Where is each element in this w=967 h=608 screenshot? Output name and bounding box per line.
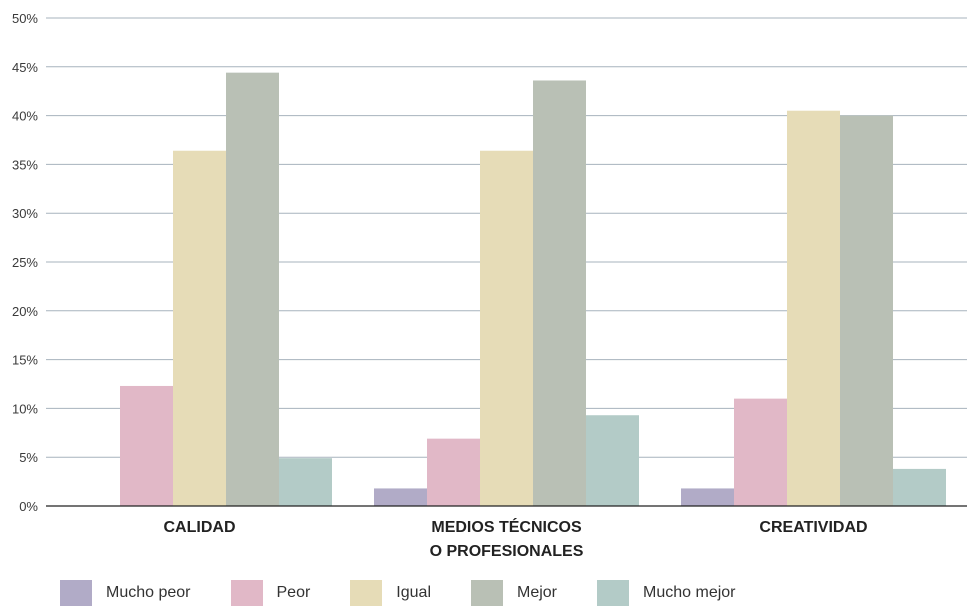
bar <box>840 115 893 506</box>
category-label: CALIDAD <box>164 519 236 536</box>
legend-label: Mucho peor <box>106 584 191 601</box>
y-tick-label: 5% <box>19 450 38 465</box>
bar <box>893 468 946 506</box>
y-tick-label: 25% <box>12 255 38 270</box>
legend-label: Igual <box>396 584 431 601</box>
legend-swatch <box>60 580 92 606</box>
y-tick-label: 45% <box>12 60 38 75</box>
bar <box>734 398 787 506</box>
bar <box>681 488 734 506</box>
y-tick-label: 20% <box>12 304 38 319</box>
bar <box>480 150 533 506</box>
bar <box>427 438 480 506</box>
y-tick-label: 15% <box>12 353 38 368</box>
y-tick-label: 0% <box>19 499 38 514</box>
legend-item: Mejor <box>471 580 557 606</box>
bar <box>586 415 639 506</box>
bar <box>226 72 279 506</box>
legend: Mucho peor Peor Igual Mejor Mucho mejor <box>60 578 776 608</box>
bar <box>374 488 427 506</box>
legend-label: Mejor <box>517 584 558 601</box>
y-tick-label: 10% <box>12 401 38 416</box>
legend-swatch <box>597 580 630 606</box>
category-label: O PROFESIONALES <box>430 543 584 560</box>
y-tick-label: 40% <box>12 109 38 124</box>
legend-swatch <box>471 580 503 606</box>
y-tick-label: 50% <box>12 11 38 26</box>
legend-item: Mucho mejor <box>597 580 736 606</box>
category-label: CREATIVIDAD <box>759 519 867 536</box>
bar <box>120 385 173 506</box>
bar <box>787 110 840 506</box>
y-tick-label: 30% <box>12 206 38 221</box>
legend-label: Peor <box>276 584 311 601</box>
legend-item: Igual <box>350 580 431 606</box>
bar <box>279 458 332 506</box>
bar-chart: 0% 5% 10% 15% 20% 25% 30% 35% 40% 45% 50% CALIDAD ME… <box>12 11 967 560</box>
legend-item: Mucho peor <box>60 580 191 606</box>
legend-item: Peor <box>230 580 311 606</box>
bar <box>173 150 226 506</box>
y-tick-label: 35% <box>12 157 38 172</box>
legend-swatch <box>230 580 263 606</box>
legend-label: Mucho mejor <box>643 584 736 601</box>
bar <box>533 80 586 507</box>
legend-swatch <box>350 580 383 606</box>
category-label: MEDIOS TÉCNICOS <box>431 517 582 536</box>
